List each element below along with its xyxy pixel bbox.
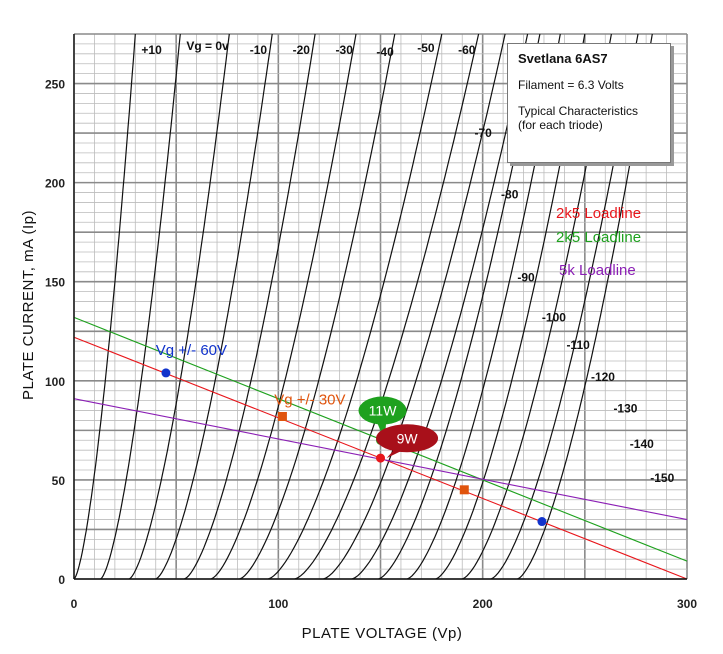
annotation-label: Vg +/- 30V <box>274 392 345 409</box>
curve-label: -30 <box>336 43 354 57</box>
curve-label: -80 <box>501 187 519 201</box>
bubble-body <box>376 424 439 453</box>
tube-curve <box>267 33 443 580</box>
legend-red-loadline: 2k5 Loadline <box>556 205 642 222</box>
point-circle <box>376 453 385 463</box>
x-tick-label: 300 <box>677 597 697 611</box>
tube-curve <box>461 33 612 580</box>
curve-labels: +10 Vg = 0v -10 -20 -30 -40 -50 -60 -70 -80 -90 -10… <box>141 39 674 485</box>
chart-title: Svetlana 6AS7 <box>518 51 608 66</box>
x-tick-label: 0 <box>71 597 78 611</box>
curve-label: -50 <box>417 41 435 55</box>
bubble-label: 9W <box>397 430 419 446</box>
point-circle <box>161 368 171 378</box>
point-square <box>277 411 287 421</box>
tube-curve <box>73 33 136 580</box>
filament-note: Filament = 6.3 Volts <box>518 78 624 92</box>
legend-green-loadline: 2k5 Loadline <box>556 229 642 246</box>
y-axis-title: PLATE CURRENT, mA (Ip) <box>20 210 37 400</box>
tube-curve <box>517 33 653 580</box>
tube-curve <box>239 33 396 580</box>
point-square <box>459 485 469 495</box>
info-box: Svetlana 6AS7 Filament = 6.3 Volts Typic… <box>507 43 671 163</box>
bubble-body <box>358 396 407 425</box>
curve-label: -60 <box>458 43 476 57</box>
tube-curve <box>184 33 316 580</box>
tube-curve <box>128 33 230 580</box>
curve-label: -40 <box>376 45 394 59</box>
tube-curve <box>155 33 273 580</box>
y-tick-label: 150 <box>45 276 65 290</box>
tube-curve <box>323 33 506 580</box>
tube-curve <box>435 33 586 580</box>
characteristics-note: Typical Characteristics <box>518 104 639 118</box>
tube-curves <box>73 33 653 580</box>
curve-label: -110 <box>566 338 590 352</box>
tube-curve <box>351 33 529 580</box>
y-tick-label: 0 <box>58 573 65 587</box>
point-circle <box>537 517 547 527</box>
curve-label: -20 <box>293 43 311 57</box>
annotations: Vg +/- 60V Vg +/- 30V <box>156 342 346 409</box>
curve-label: -100 <box>542 310 566 324</box>
y-tick-label: 200 <box>45 177 65 191</box>
curve-label: -70 <box>474 126 492 140</box>
x-tick-label: 100 <box>268 597 288 611</box>
axes: 0 100 200 300 0 50 100 150 200 250 <box>45 34 697 611</box>
tube-curve <box>100 33 181 580</box>
tube-curve <box>210 33 357 580</box>
curve-label: +10 <box>141 43 162 57</box>
curve-label: -120 <box>591 370 615 384</box>
y-tick-label: 100 <box>45 375 65 389</box>
y-tick-label: 250 <box>45 78 65 92</box>
annotation-label: Vg +/- 60V <box>156 342 227 359</box>
tube-curve <box>406 33 561 580</box>
curve-label: -150 <box>650 471 674 485</box>
y-tick-label: 50 <box>52 474 66 488</box>
x-axis-title: PLATE VOLTAGE (Vp) <box>302 625 463 642</box>
curve-label: -10 <box>250 43 268 57</box>
curve-label: Vg = 0v <box>186 39 229 53</box>
power-bubbles: 11W 9W <box>358 396 439 459</box>
legend-purple-loadline: 5k Loadline <box>559 262 636 279</box>
curve-label: -90 <box>517 271 535 285</box>
triode-note: (for each triode) <box>518 118 603 132</box>
x-tick-label: 200 <box>473 597 493 611</box>
tube-curve <box>378 33 541 580</box>
curve-label: -140 <box>630 437 654 451</box>
tube-curve <box>294 33 480 580</box>
tube-curve <box>490 33 639 580</box>
bubble-label: 11W <box>369 403 398 419</box>
curve-label: -130 <box>613 402 637 416</box>
